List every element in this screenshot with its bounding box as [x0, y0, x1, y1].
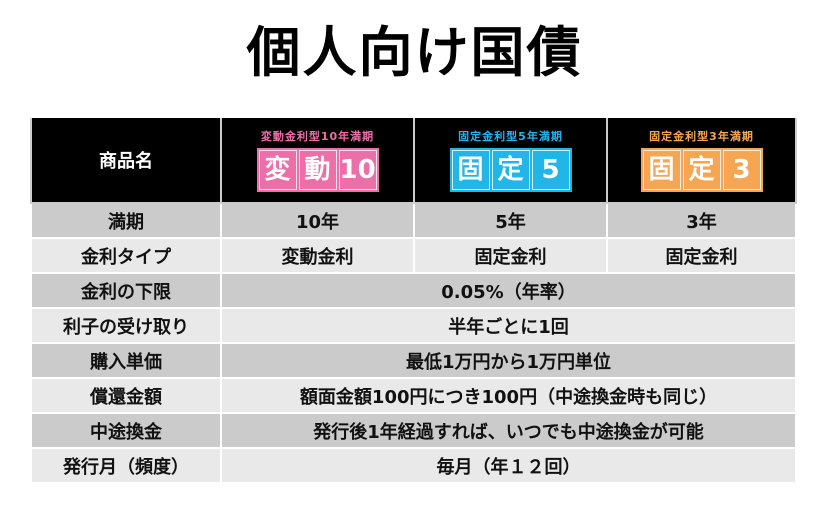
product-subtitle: 固定金利型5年満期 — [458, 130, 563, 143]
page-title: 個人向け国債 — [246, 21, 583, 84]
product-subtitle: 固定金利型3年満期 — [649, 130, 754, 143]
row-label: 中途換金 — [30, 412, 222, 449]
badge-char: 5 — [531, 150, 570, 190]
table-row: 満期 10年 5年 3年 — [30, 202, 797, 239]
badge-char: 3 — [722, 150, 761, 190]
row-label: 発行月（頻度） — [30, 447, 222, 484]
cell: 固定金利 — [413, 237, 608, 274]
table-row: 購入単価 最低1万円から1万円単位 — [30, 342, 797, 379]
badge-char: 動 — [298, 150, 337, 190]
row-label: 満期 — [30, 202, 222, 239]
table-row: 金利の下限 0.05%（年率） — [30, 272, 797, 309]
product-10y-fixed: 変動金利型10年満期 変動 10 — [220, 118, 415, 204]
product-subtitle: 変動金利型10年満期 — [260, 130, 375, 143]
badge-char: 定 — [682, 150, 721, 190]
row-label: 金利の下限 — [30, 272, 222, 309]
cell: 0.05%（年率） — [220, 272, 797, 309]
row-label: 金利タイプ — [30, 237, 222, 274]
cell: 毎月（年１２回） — [220, 447, 797, 484]
cell: 最低1万円から1万円単位 — [220, 342, 797, 379]
header-label: 商品名 — [30, 118, 222, 204]
row-label: 償還金額 — [30, 377, 222, 414]
cell: 発行後1年経過すれば、いつでも中途換金が可能 — [220, 412, 797, 449]
row-label: 購入単価 — [30, 342, 222, 379]
badge-char: 定 — [491, 150, 530, 190]
table-row: 中途換金 発行後1年経過すれば、いつでも中途換金が可能 — [30, 412, 797, 449]
badge-char: 固 — [642, 150, 681, 190]
cell: 10年 — [220, 202, 415, 239]
badge-char: 変 — [258, 150, 297, 190]
product-badge: 変動 10 — [256, 148, 379, 192]
cell: 半年ごとに1回 — [220, 307, 797, 344]
badge-char: 10 — [338, 150, 377, 190]
cell: 変動金利 — [220, 237, 415, 274]
table-row: 利子の受け取り 半年ごとに1回 — [30, 307, 797, 344]
badge-char: 固 — [451, 150, 490, 190]
cell: 3年 — [606, 202, 797, 239]
row-label: 利子の受け取り — [30, 307, 222, 344]
table-row: 金利タイプ 変動金利 固定金利 固定金利 — [30, 237, 797, 274]
table-row: 発行月（頻度） 毎月（年１２回） — [30, 447, 797, 484]
table-row: 償還金額 額面金額100円につき100円（中途換金時も同じ） — [30, 377, 797, 414]
cell: 額面金額100円につき100円（中途換金時も同じ） — [220, 377, 797, 414]
cell: 5年 — [413, 202, 608, 239]
cell: 固定金利 — [606, 237, 797, 274]
